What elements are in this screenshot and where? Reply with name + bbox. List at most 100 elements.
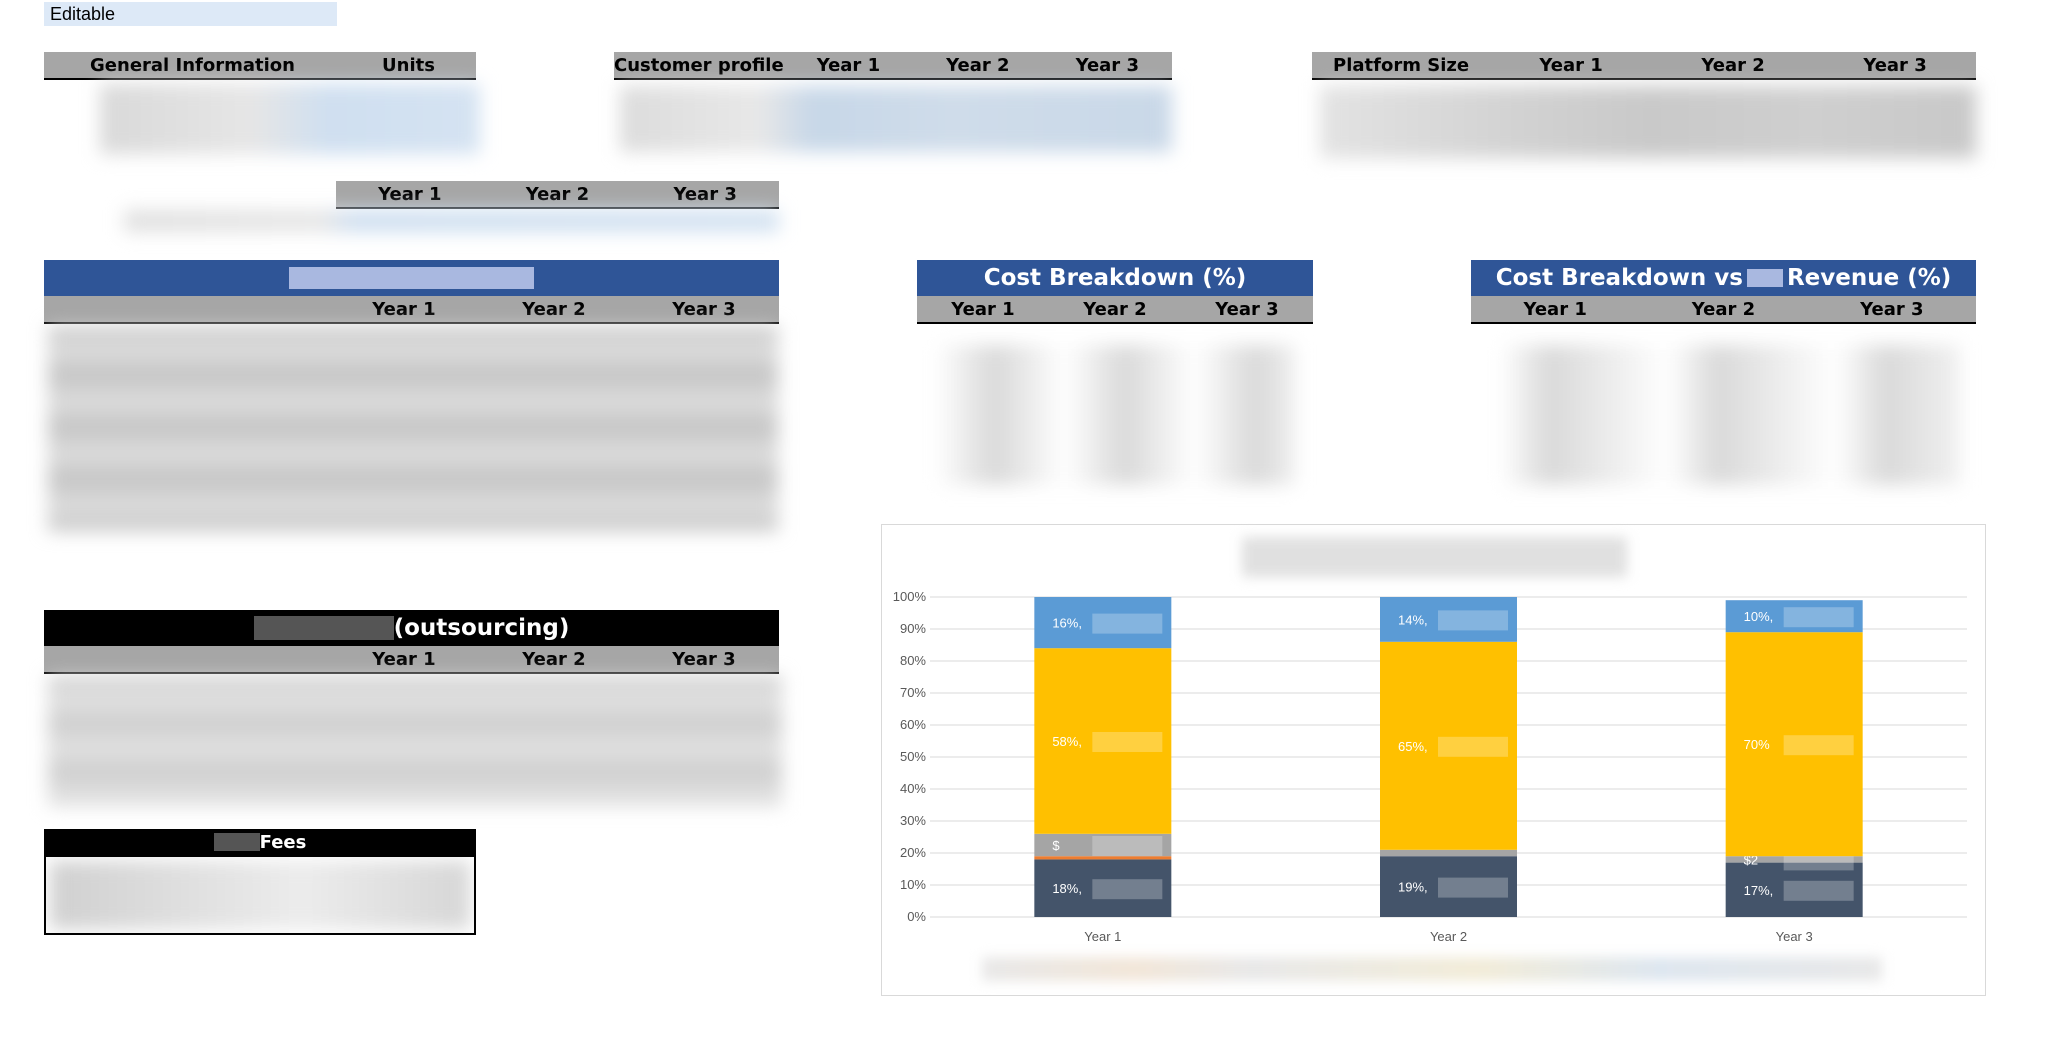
fees-title: Fees (44, 829, 476, 855)
cost-breakdown-body (935, 345, 1295, 485)
data-label: 16%, (1052, 616, 1082, 631)
bar-segment (1034, 856, 1172, 860)
data-label: $ (1052, 838, 1060, 853)
units-col: Units (382, 54, 435, 76)
cost-vs-revenue-header: Year 1 Year 2 Year 3 (1471, 296, 1976, 324)
customer-profile-col: Customer profile (614, 54, 784, 76)
general-info-col: General Information (90, 54, 295, 76)
cp-year3-col: Year 3 (1075, 54, 1139, 76)
data-label: 18%, (1052, 881, 1082, 896)
data-label-redaction (1092, 732, 1163, 752)
chart-svg: 0% 10% 20% 30% 40% 50% 60% 70% 80% 90% 100% 18%, $58… (893, 589, 1967, 944)
customer-profile-body (620, 86, 1172, 152)
ps-year1-col: Year 1 (1539, 54, 1603, 76)
data-label: 17%, (1744, 883, 1774, 898)
cb-year2-col: Year 2 (1083, 298, 1147, 320)
redacted-outsourcing (253, 616, 394, 640)
y-tick-label: 50% (900, 749, 926, 764)
small-year2-col: Year 2 (525, 183, 590, 205)
data-label-redaction (1092, 879, 1163, 900)
cvr-title-prefix: Cost Breakdown vs (1495, 265, 1743, 291)
main-table-title (44, 260, 779, 296)
chart-legend-redacted (982, 957, 1882, 981)
outsourcing-title-suffix: (outsourcing) (393, 615, 570, 641)
y-tick-label: 10% (900, 877, 926, 892)
data-label: 70% (1744, 737, 1770, 752)
outsourcing-header: Year 1 Year 2 Year 3 (44, 646, 779, 674)
y-tick-label: 70% (900, 685, 926, 700)
bar-segment (1380, 641, 1517, 850)
bar-segment (1034, 859, 1172, 917)
y-tick-label: 60% (900, 717, 926, 732)
platform-size-header: Platform Size Year 1 Year 2 Year 3 (1312, 52, 1976, 80)
data-label: 19%, (1398, 880, 1428, 895)
ps-year3-col: Year 3 (1863, 54, 1927, 76)
data-label-redaction (1438, 736, 1508, 757)
fees-box (44, 855, 476, 935)
y-tick-label: 80% (900, 653, 926, 668)
x-tick-label: Year 3 (1776, 929, 1813, 944)
bar-segment (1725, 600, 1863, 633)
cvr-year1-col: Year 1 (1523, 298, 1587, 320)
data-label-redaction (1438, 610, 1508, 631)
cb-year1-col: Year 1 (951, 298, 1015, 320)
data-label-redaction (1783, 880, 1854, 901)
bar-segment (1034, 597, 1172, 649)
general-info-header: General Information Units (44, 52, 476, 80)
cvr-year2-col: Year 2 (1691, 298, 1756, 320)
cost-breakdown-header: Year 1 Year 2 Year 3 (917, 296, 1313, 324)
os-year3-col: Year 3 (672, 648, 736, 670)
x-tick-label: Year 2 (1430, 929, 1467, 944)
cp-year2-col: Year 2 (946, 54, 1010, 76)
x-tick-label: Year 1 (1084, 929, 1121, 944)
cvr-year3-col: Year 3 (1860, 298, 1924, 320)
platform-size-body (1320, 86, 1976, 158)
os-year2-col: Year 2 (522, 648, 586, 670)
os-year1-col: Year 1 (372, 648, 436, 670)
cost-vs-revenue-title: Cost Breakdown vs Revenue (%) (1471, 260, 1976, 296)
customer-profile-header: Customer profile Year 1 Year 2 Year 3 (614, 52, 1172, 80)
small-years-body (124, 210, 779, 232)
platform-size-col: Platform Size (1333, 54, 1470, 76)
y-tick-label: 90% (900, 621, 926, 636)
outsourcing-title: (outsourcing) (44, 610, 779, 646)
outsourcing-body (48, 676, 782, 806)
redacted-word (1746, 269, 1783, 287)
data-label: 65%, (1398, 739, 1428, 754)
chart-title-redacted (1242, 537, 1627, 577)
bar-segment (1034, 833, 1172, 857)
small-year1-col: Year 1 (378, 183, 442, 205)
y-tick-label: 20% (900, 845, 926, 860)
ps-year2-col: Year 2 (1701, 54, 1765, 76)
bar-segment (1725, 632, 1863, 857)
data-label: 10%, (1744, 609, 1774, 624)
bar-segment (1725, 856, 1863, 863)
redacted-fees (213, 833, 260, 851)
editable-legend: Editable (44, 2, 337, 26)
fees-title-text: Fees (259, 831, 307, 853)
cvr-title-suffix: Revenue (%) (1786, 265, 1952, 291)
y-tick-label: 0% (907, 909, 926, 924)
bar-segment (1725, 862, 1863, 917)
redacted-title (289, 267, 534, 289)
main-table-body (48, 326, 778, 531)
data-label-redaction (1092, 613, 1163, 634)
cost-vs-revenue-body (1500, 345, 1960, 485)
bar-segment (1380, 849, 1517, 857)
data-label-redaction (1438, 877, 1508, 898)
y-tick-label: 100% (893, 589, 927, 604)
bar-segment (1034, 648, 1172, 834)
cost-breakdown-title: Cost Breakdown (%) (917, 260, 1313, 296)
data-label-redaction (1092, 836, 1163, 856)
small-year3-col: Year 3 (673, 183, 737, 205)
main-year3-col: Year 3 (672, 298, 736, 320)
cb-year3-col: Year 3 (1215, 298, 1279, 320)
data-label-redaction (1783, 607, 1854, 628)
cp-year1-col: Year 1 (816, 54, 881, 76)
cost-breakdown-chart[interactable]: 0% 10% 20% 30% 40% 50% 60% 70% 80% 90% 100% 18%, $58… (881, 524, 1986, 996)
fees-body (50, 861, 470, 929)
main-year2-col: Year 2 (522, 298, 586, 320)
small-years-header: Year 1 Year 2 Year 3 (336, 181, 779, 209)
data-label: 14%, (1398, 612, 1428, 627)
y-tick-label: 30% (900, 813, 926, 828)
